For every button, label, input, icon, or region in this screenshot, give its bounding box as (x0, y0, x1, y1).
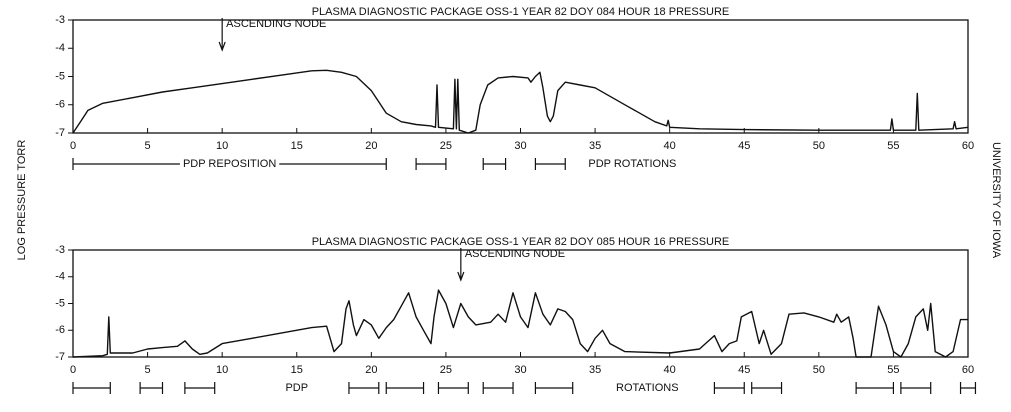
annotation-label: ASCENDING NODE (226, 18, 326, 30)
x-tick-label: 60 (962, 364, 974, 376)
chart-title: PLASMA DIAGNOSTIC PACKAGE OSS-1 YEAR 82 … (312, 6, 730, 18)
x-tick-label: 35 (589, 140, 601, 152)
interval-bar (348, 382, 380, 394)
x-tick-label: 30 (514, 364, 526, 376)
y-tick-label: -4 (55, 271, 65, 283)
x-tick-label: 15 (291, 364, 303, 376)
y-tick-label: -3 (55, 244, 65, 256)
interval-bar (900, 382, 932, 394)
interval-bar (385, 382, 425, 394)
interval-bar (184, 382, 216, 394)
interval-label-bg (613, 382, 682, 394)
interval-bar (713, 382, 745, 394)
x-tick-label: 45 (738, 140, 750, 152)
interval-label-bg (179, 158, 280, 170)
pressure-line (72, 289, 968, 358)
interval-bar (482, 382, 514, 394)
x-tick-label: 55 (887, 140, 899, 152)
interval-bar (534, 158, 566, 170)
plot-frame (72, 249, 969, 358)
x-tick-label: 50 (813, 140, 825, 152)
interval-bar (437, 382, 469, 394)
annotation-label: ASCENDING NODE (465, 248, 565, 260)
x-tick-label: 20 (365, 364, 377, 376)
x-tick-label: 60 (962, 140, 974, 152)
x-tick-label: 45 (738, 364, 750, 376)
x-tick-label: 40 (664, 140, 676, 152)
y-tick-label: -4 (55, 42, 65, 54)
x-tick-label: 10 (216, 140, 228, 152)
interval-bar (959, 382, 977, 394)
x-tick-label: 15 (291, 140, 303, 152)
y-axis-label: LOG PRESSURE TORR (16, 140, 28, 261)
interval-label: PDP REPOSITION (183, 158, 276, 170)
x-tick-label: 20 (365, 140, 377, 152)
x-tick-label: 5 (145, 140, 151, 152)
interval-label: PDP (285, 382, 308, 394)
x-tick-label: 25 (440, 140, 452, 152)
interval-bar (139, 382, 164, 394)
x-tick-label: 0 (70, 364, 76, 376)
interval-label-bg (585, 158, 680, 170)
chart-title: PLASMA DIAGNOSTIC PACKAGE OSS-1 YEAR 82 … (312, 236, 730, 248)
y-tick-label: -7 (55, 351, 65, 363)
interval-label-bg (282, 382, 312, 394)
interval-bar (534, 382, 574, 394)
interval-bar (415, 158, 447, 170)
x-tick-label: 35 (589, 364, 601, 376)
x-tick-label: 10 (216, 364, 228, 376)
y-tick-label: -3 (55, 14, 65, 26)
y-tick-label: -5 (55, 70, 65, 82)
y-tick-label: -6 (55, 324, 65, 336)
y-tick-label: -6 (55, 99, 65, 111)
y-tick-label: -5 (55, 297, 65, 309)
annotation-arrow (218, 18, 226, 52)
interval-bar (72, 382, 111, 394)
x-tick-label: 0 (70, 140, 76, 152)
x-tick-label: 25 (440, 364, 452, 376)
annotation-arrow (457, 248, 465, 282)
interval-label: PDP ROTATIONS (588, 158, 676, 170)
pressure-line (72, 69, 969, 134)
x-tick-label: 5 (145, 364, 151, 376)
interval-label: ROTATIONS (616, 382, 679, 394)
x-tick-label: 30 (514, 140, 526, 152)
y-tick-label: -7 (55, 127, 65, 139)
x-tick-label: 50 (813, 364, 825, 376)
x-tick-label: 40 (664, 364, 676, 376)
interval-bar (751, 382, 783, 394)
credit: UNIVERSITY OF IOWA (990, 142, 1002, 259)
x-tick-label: 55 (887, 364, 899, 376)
interval-bar (482, 158, 507, 170)
interval-bar (855, 382, 895, 394)
